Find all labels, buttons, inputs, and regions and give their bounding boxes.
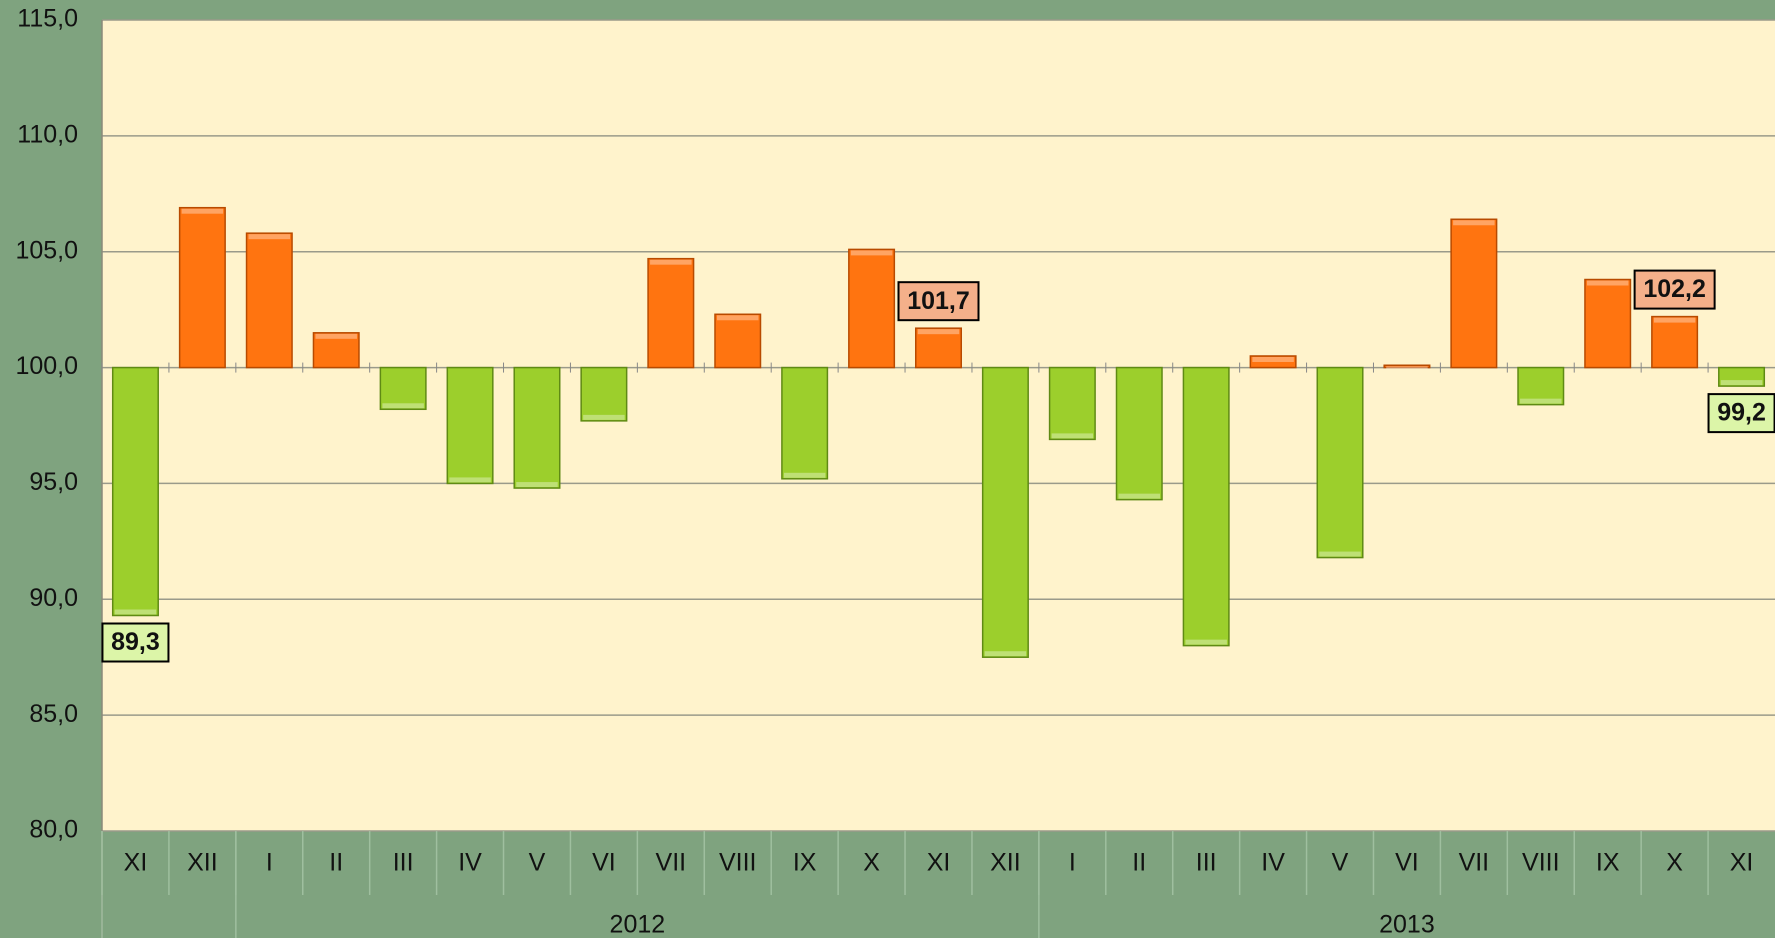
y-tick-label: 110,0	[17, 120, 78, 148]
x-tick-label: XI	[927, 849, 951, 877]
bar-shine	[1520, 398, 1562, 404]
bar-shine	[114, 609, 157, 615]
x-tick-label: X	[1666, 849, 1683, 877]
x-tick-label: VIII	[719, 849, 757, 877]
bar	[379, 366, 427, 411]
bar	[446, 366, 494, 485]
bar-shine	[583, 414, 625, 420]
x-tick-label: III	[1196, 849, 1217, 877]
bar-shine	[1185, 639, 1227, 645]
x-tick-label: XII	[990, 849, 1021, 877]
x-tick-label: IV	[1261, 849, 1285, 877]
x-tick-label: VI	[1395, 849, 1419, 877]
x-tick-label: III	[393, 849, 414, 877]
value-label-box	[1633, 269, 1716, 310]
bar-shine	[1319, 551, 1361, 557]
y-tick-label: 90,0	[29, 584, 78, 612]
bar-shine	[516, 482, 558, 488]
x-tick-label: V	[529, 849, 546, 877]
bar	[1584, 278, 1632, 369]
x-tick-label: XII	[187, 849, 218, 877]
group-label: 2013	[1379, 911, 1435, 938]
bar-shine	[716, 315, 759, 321]
bar-shine	[248, 234, 291, 240]
bar-shine	[1252, 356, 1294, 362]
bar	[1450, 218, 1498, 369]
x-tick-label: IV	[458, 849, 482, 877]
bar-shine	[1586, 280, 1629, 286]
x-tick-label: II	[1132, 849, 1146, 877]
bar	[111, 366, 159, 617]
bar	[981, 366, 1029, 658]
bar	[1316, 366, 1364, 559]
bar	[1048, 366, 1096, 441]
y-tick-label: 100,0	[15, 352, 78, 380]
bar	[1517, 366, 1565, 406]
bar	[178, 206, 226, 369]
y-tick-label: 105,0	[15, 236, 78, 264]
bar-shine	[783, 472, 826, 478]
bar	[914, 327, 963, 369]
x-tick-label: VIII	[1522, 849, 1560, 877]
bar-shine	[1118, 493, 1161, 499]
bar-shine	[181, 208, 224, 214]
value-label: 102,2	[1643, 275, 1706, 303]
x-tick-label: II	[329, 849, 343, 877]
bar	[1383, 364, 1431, 369]
bar-shine	[984, 651, 1027, 657]
x-tick-label: VII	[656, 849, 687, 877]
bar-shine	[1453, 220, 1495, 226]
bar-shine	[1720, 380, 1763, 386]
bar	[312, 332, 360, 369]
bar-shine	[1386, 366, 1428, 369]
x-tick-label: XI	[124, 849, 148, 877]
bar	[245, 232, 293, 369]
bar	[580, 366, 628, 422]
x-tick-label: XI	[1730, 849, 1754, 877]
bar	[513, 366, 561, 489]
bar-shine	[382, 403, 424, 409]
bar	[848, 248, 896, 369]
bar-shine	[315, 333, 357, 339]
x-tick-label: V	[1332, 849, 1349, 877]
y-tick-label: 95,0	[29, 468, 78, 496]
value-label-box	[101, 622, 170, 663]
bar-shine	[917, 329, 960, 335]
x-tick-label: I	[266, 849, 273, 877]
bar	[1115, 366, 1163, 501]
y-tick-label: 80,0	[29, 816, 78, 844]
x-tick-label: I	[1069, 849, 1076, 877]
bar	[1182, 366, 1230, 647]
x-tick-label: VI	[592, 849, 616, 877]
bar	[647, 257, 695, 369]
x-tick-label: IX	[1596, 849, 1620, 877]
bar	[1249, 355, 1297, 369]
bar	[1651, 315, 1699, 369]
group-label: 2012	[610, 911, 666, 938]
value-label: 89,3	[111, 628, 160, 656]
value-label: 99,2	[1717, 399, 1766, 427]
bar	[1718, 366, 1766, 387]
bar	[714, 313, 762, 369]
bar-shine	[449, 477, 491, 483]
value-label-box	[897, 281, 980, 322]
bar-shine	[650, 259, 692, 265]
x-tick-label: VII	[1459, 849, 1490, 877]
bar-shine	[1051, 433, 1094, 439]
value-label: 101,7	[907, 287, 970, 315]
x-tick-label: IX	[793, 849, 817, 877]
value-label-box	[1707, 393, 1775, 434]
y-tick-label: 115,0	[17, 5, 78, 33]
x-tick-label: X	[863, 849, 880, 877]
plot-area	[102, 20, 1775, 831]
bar-shine	[1653, 317, 1696, 323]
y-tick-label: 85,0	[29, 700, 78, 728]
bar-shine	[850, 250, 893, 256]
bar	[781, 366, 829, 480]
